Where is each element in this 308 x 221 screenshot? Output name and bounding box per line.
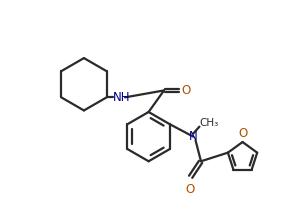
Text: N: N [189, 130, 198, 143]
Text: O: O [238, 127, 247, 140]
Text: CH₃: CH₃ [200, 118, 219, 128]
Text: O: O [185, 183, 195, 196]
Text: NH: NH [113, 91, 130, 104]
Text: O: O [181, 84, 190, 97]
